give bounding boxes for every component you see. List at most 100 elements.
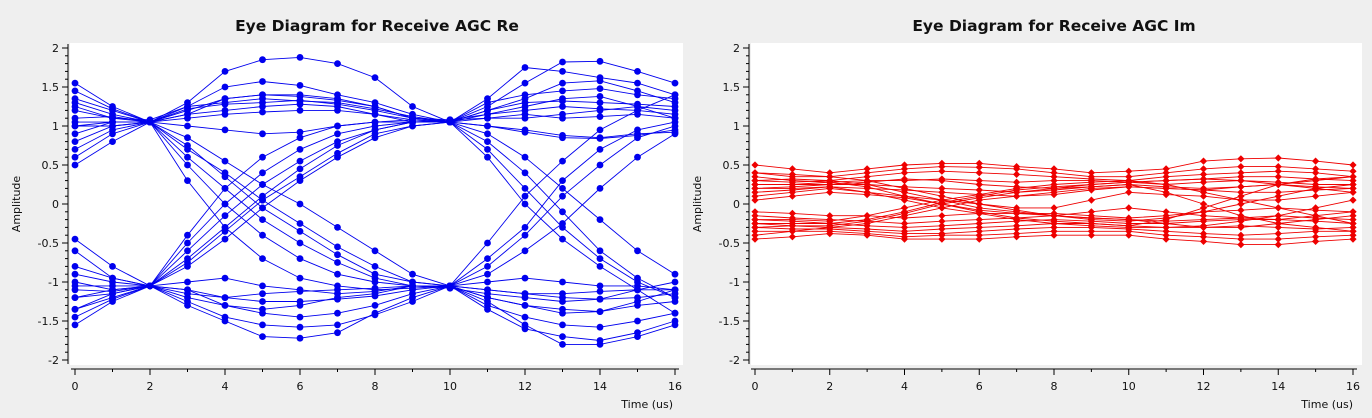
data-point — [1013, 192, 1021, 200]
data-point — [1199, 208, 1208, 216]
y-tick-label: 2 — [52, 42, 59, 55]
data-point — [826, 188, 834, 196]
x-tick-label: 12 — [518, 380, 532, 393]
data-point — [1312, 233, 1320, 241]
data-point — [446, 282, 454, 290]
data-point — [371, 263, 379, 270]
data-point — [975, 223, 983, 231]
data-point — [1162, 235, 1170, 243]
data-point — [559, 208, 566, 216]
data-point — [596, 57, 604, 65]
y-tick-label: -1 — [729, 276, 740, 289]
data-point — [1162, 184, 1170, 192]
data-point — [221, 294, 229, 301]
data-point — [1125, 183, 1133, 191]
data-point — [1274, 188, 1282, 196]
data-point — [596, 135, 604, 142]
data-point — [1237, 183, 1245, 191]
data-point — [596, 161, 604, 169]
data-point — [863, 177, 871, 185]
data-point — [109, 118, 116, 126]
data-point — [751, 188, 759, 196]
data-point — [221, 95, 229, 103]
data-point — [671, 298, 679, 305]
data-point — [900, 214, 909, 222]
data-point — [71, 146, 79, 153]
data-point — [938, 192, 946, 200]
data-point — [296, 220, 304, 227]
data-point — [71, 107, 79, 114]
data-point — [634, 317, 641, 325]
data-point — [863, 217, 871, 225]
data-point — [788, 227, 796, 235]
data-point — [146, 118, 154, 126]
data-point — [1162, 188, 1170, 196]
data-point — [1125, 173, 1133, 181]
x-tick-label: 14 — [593, 380, 607, 393]
data-point — [521, 128, 529, 136]
data-point — [221, 200, 229, 208]
chart-title: Eye Diagram for Receive AGC Im — [912, 17, 1195, 35]
data-point — [975, 196, 983, 204]
data-point — [296, 239, 304, 247]
data-point — [259, 298, 266, 305]
data-point — [671, 270, 679, 278]
data-point — [334, 329, 341, 337]
data-point — [1087, 212, 1095, 220]
data-point — [938, 184, 946, 192]
data-point — [938, 188, 946, 196]
data-point — [409, 122, 416, 130]
series-trace — [751, 230, 1357, 249]
data-point — [1312, 206, 1320, 214]
data-point — [751, 231, 759, 239]
data-point — [1274, 216, 1282, 224]
data-point — [221, 313, 229, 321]
data-point — [259, 321, 266, 329]
data-point — [1312, 217, 1320, 225]
data-point — [259, 196, 266, 204]
data-point — [1274, 230, 1282, 238]
data-point — [596, 263, 604, 270]
data-point — [634, 79, 641, 87]
data-point — [484, 278, 491, 286]
data-point — [1162, 227, 1170, 235]
data-point — [596, 308, 604, 315]
data-point — [1274, 167, 1282, 175]
data-point — [938, 212, 946, 220]
data-point — [938, 163, 946, 171]
data-point — [296, 134, 304, 142]
data-point — [1013, 209, 1021, 217]
data-point — [863, 173, 871, 181]
data-point — [71, 79, 79, 87]
data-point — [975, 235, 983, 243]
x-tick-label: 4 — [222, 380, 229, 393]
data-point — [596, 216, 604, 224]
data-point — [975, 231, 983, 239]
y-tick-label: 1.5 — [723, 81, 741, 94]
x-tick-label: 4 — [901, 380, 908, 393]
series-traces — [71, 54, 679, 348]
data-point — [1237, 206, 1245, 214]
data-point — [334, 130, 341, 138]
series-trace — [751, 188, 1357, 224]
data-point — [221, 173, 229, 181]
data-point — [1237, 177, 1245, 185]
data-point — [296, 146, 304, 153]
data-point — [221, 157, 229, 165]
data-point — [1237, 222, 1245, 230]
data-point — [559, 110, 566, 118]
data-point — [521, 274, 529, 282]
series-trace — [71, 274, 679, 313]
y-tick-label: 1 — [733, 120, 740, 133]
data-point — [863, 212, 871, 220]
data-point — [1237, 188, 1245, 196]
x-axis-title: Time (us) — [620, 398, 673, 411]
data-point — [1199, 233, 1208, 241]
data-point — [900, 169, 909, 177]
data-point — [371, 278, 379, 286]
data-point — [559, 235, 566, 243]
data-point — [788, 188, 796, 196]
data-point — [1349, 216, 1357, 224]
data-point — [826, 212, 834, 220]
